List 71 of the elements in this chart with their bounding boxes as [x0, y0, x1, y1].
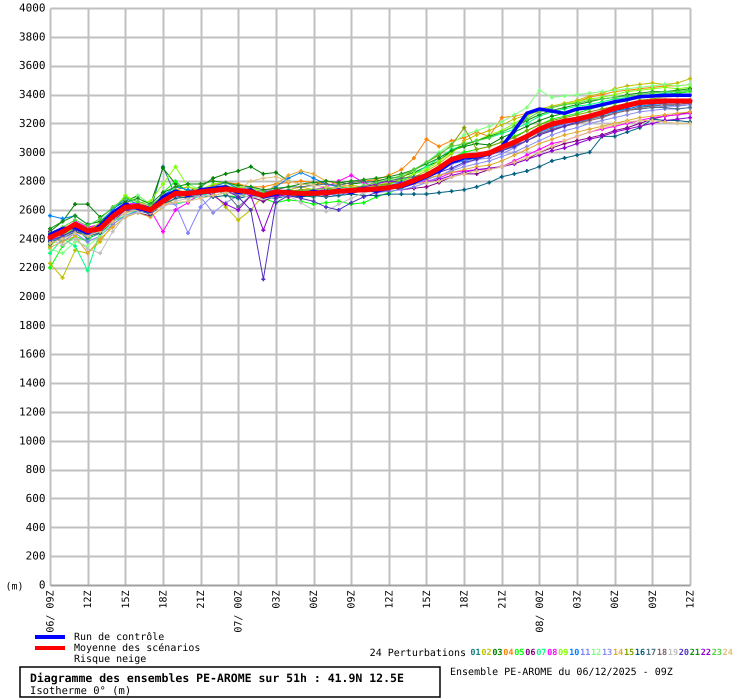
x-tick-label: 21Z: [497, 590, 508, 609]
x-tick-label: 06/ 09Z: [46, 590, 56, 633]
text: 15: [624, 648, 634, 658]
y-tick-label: 2600: [19, 203, 46, 216]
text: 11: [580, 648, 590, 658]
y-tick-label: 200: [26, 550, 46, 563]
text: 21: [690, 648, 700, 658]
y-tick-label: 2200: [19, 261, 46, 274]
text: 05: [514, 648, 525, 658]
y-tick-label: 1000: [19, 434, 46, 448]
text: 22: [700, 648, 711, 658]
y-tick-label: 1800: [19, 318, 46, 332]
y-tick-label: 3000: [19, 146, 46, 159]
text: 23: [712, 648, 722, 658]
text: 17: [646, 648, 656, 658]
x-tick-label: 12Z: [686, 590, 696, 609]
x-tick-label: 03Z: [271, 590, 282, 609]
y-tick-label: 3600: [19, 59, 46, 72]
text: 01: [470, 648, 481, 658]
y-tick-label: 800: [26, 463, 46, 476]
text: 19: [668, 648, 678, 658]
text: 14: [612, 648, 624, 658]
text: 06: [525, 648, 536, 658]
x-tick-label: 03Z: [572, 590, 584, 609]
x-tick-label: 06Z: [610, 590, 622, 609]
legend-label: Run de contrôle: [74, 632, 164, 643]
text: 03: [492, 648, 503, 658]
y-tick-label: 2000: [19, 290, 46, 303]
text: Ensemble PE-AROME du 06/12/2025 - 09Z: [450, 667, 673, 678]
y-tick-label: 1600: [19, 348, 46, 361]
text: 16: [634, 648, 646, 658]
y-tick-label: 3400: [19, 88, 46, 102]
x-tick-label: 15Z: [422, 590, 433, 609]
y-tick-label: 3200: [19, 116, 46, 130]
text: 04: [503, 648, 514, 658]
x-tick-label: 08/ 00Z: [534, 590, 546, 633]
text: 18: [656, 648, 668, 658]
text: 02: [481, 648, 492, 658]
y-tick-label: 2800: [19, 174, 46, 188]
text: 24: [722, 648, 733, 658]
text: 12: [591, 648, 602, 658]
y-tick-label: 600: [26, 492, 46, 505]
x-tick-label: 12Z: [384, 590, 396, 609]
y-tick-label: 400: [26, 520, 46, 534]
x-tick-label: 07/ 00Z: [234, 590, 245, 633]
y-tick-label: 2400: [19, 232, 46, 246]
x-tick-label: 06Z: [309, 590, 320, 609]
legend-label: Moyenne des scénarios: [74, 643, 200, 654]
y-tick-label: 1400: [19, 376, 46, 390]
x-tick-label: 18Z: [460, 590, 471, 609]
text: 20: [678, 648, 690, 658]
text: 08: [547, 648, 558, 658]
y-axis-title: (m): [6, 582, 24, 592]
y-tick-label: 4000: [19, 2, 46, 14]
x-tick-label: 15Z: [120, 590, 132, 609]
x-tick-label: 18Z: [158, 590, 170, 609]
x-tick-label: 21Z: [196, 590, 208, 609]
legend-title: 24 Perturbations: [370, 648, 466, 659]
x-tick-label: 09Z: [648, 590, 659, 609]
y-tick-label: 1200: [19, 405, 46, 418]
text: 13: [602, 648, 612, 658]
x-tick-label: 09Z: [346, 590, 358, 609]
text: Isotherme 0° (m): [30, 685, 132, 697]
text: Diagramme des ensembles PE-AROME sur 51h : 41.9N 12.5E: [30, 671, 404, 685]
text: Risque neige: [74, 654, 146, 665]
text: 09: [558, 648, 568, 658]
text: 10: [569, 648, 580, 658]
text: 07: [536, 648, 546, 658]
y-tick-label: 0: [38, 578, 46, 592]
y-tick-label: 3800: [19, 30, 46, 44]
x-tick-label: 12Z: [83, 590, 94, 609]
